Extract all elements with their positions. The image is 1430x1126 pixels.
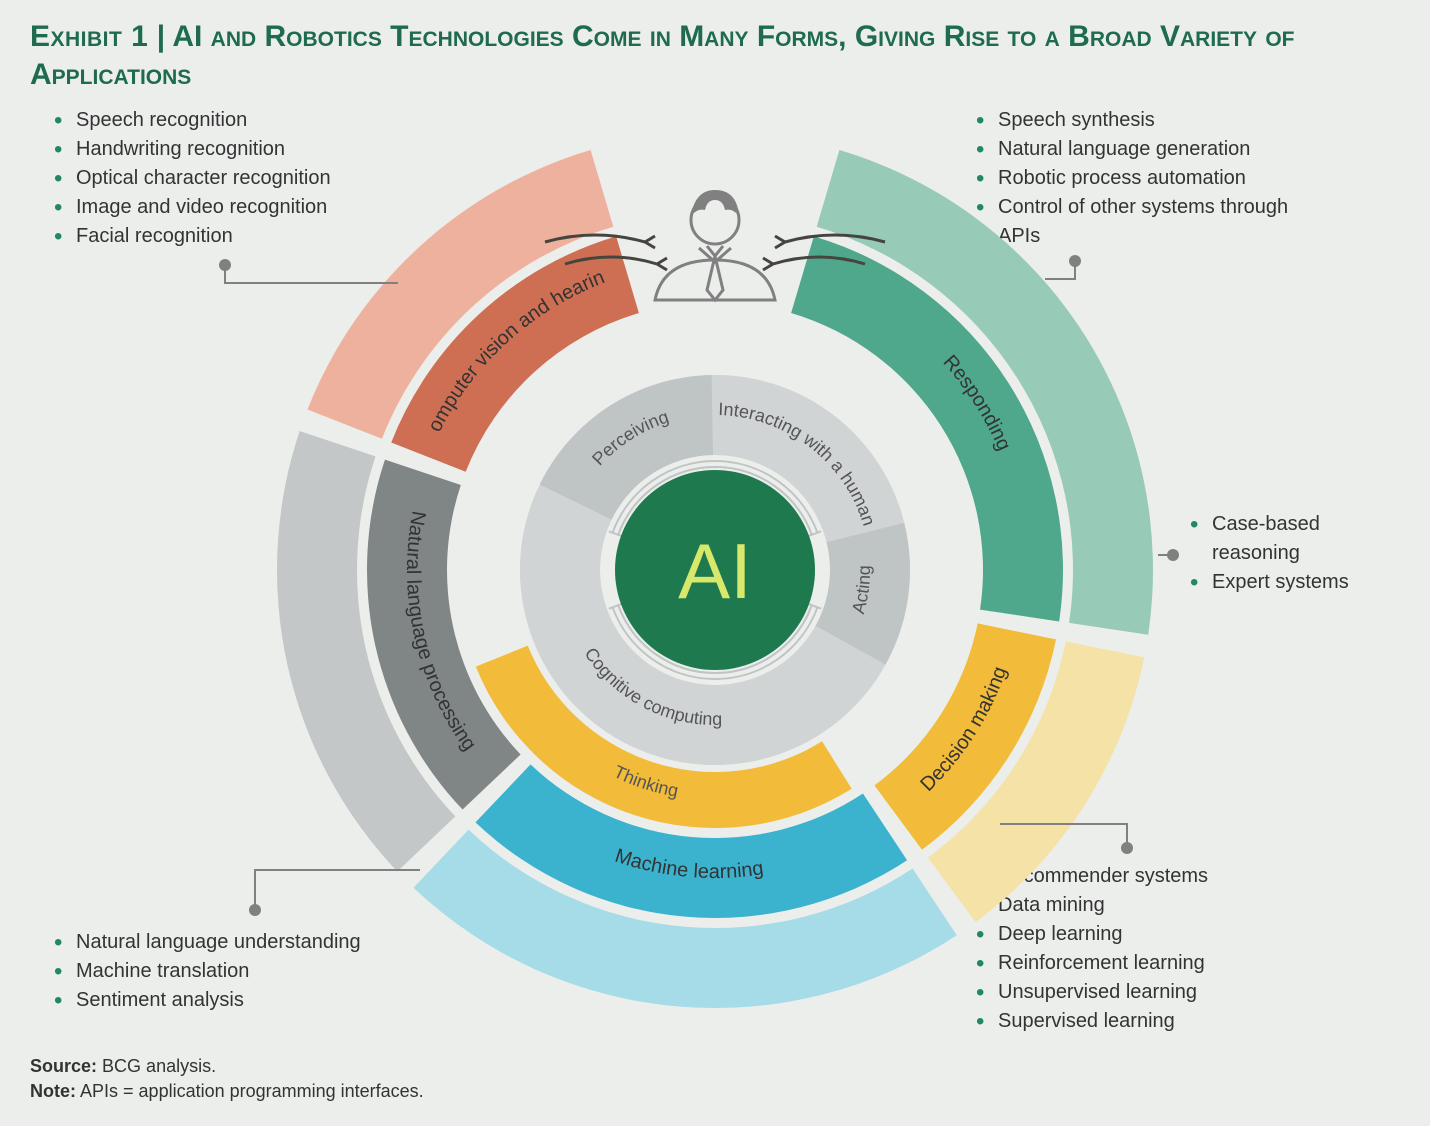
footer: Source: BCG analysis. Note: APIs = appli… [30, 1054, 424, 1104]
svg-text:AI: AI [678, 527, 752, 615]
footer-note-label: Note: [30, 1081, 76, 1101]
radial-diagram: Interacting with a humanActingCognitive … [0, 0, 1430, 1126]
exhibit-page: Exhibit 1 | AI and Robotics Technologies… [0, 0, 1430, 1126]
footer-source-label: Source: [30, 1056, 97, 1076]
footer-note: APIs = application programming interface… [80, 1081, 424, 1101]
footer-source: BCG analysis. [102, 1056, 216, 1076]
